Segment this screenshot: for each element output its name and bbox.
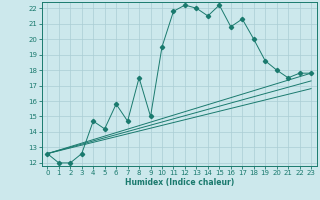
X-axis label: Humidex (Indice chaleur): Humidex (Indice chaleur) xyxy=(124,178,234,187)
